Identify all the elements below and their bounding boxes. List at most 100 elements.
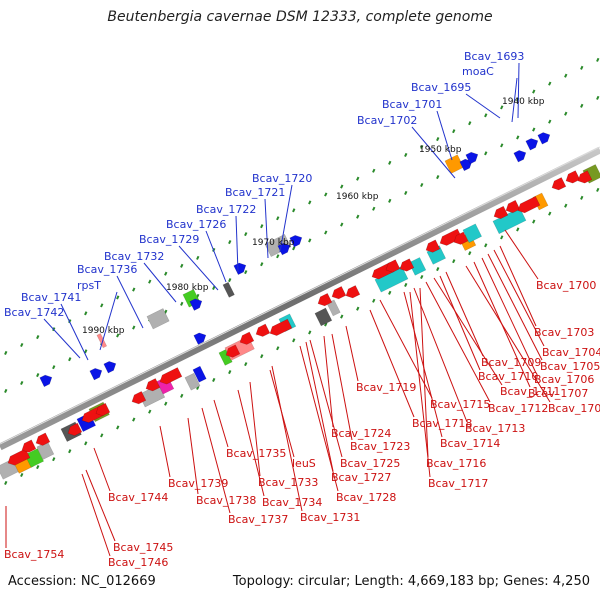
reverse-gene-arrow <box>145 378 161 392</box>
reverse-gene-arrow <box>269 318 293 336</box>
reverse-label-line <box>439 275 481 371</box>
gc-dots-upper <box>308 200 312 205</box>
cog-block <box>192 365 207 383</box>
reverse-label-line <box>504 229 539 280</box>
gc-dots-mid <box>228 277 232 283</box>
skew-dots-lower <box>116 425 120 430</box>
reverse-gene-arrow <box>453 231 469 245</box>
gc-dots-upper <box>548 81 552 86</box>
forward-gene-label: Bcav_1702 <box>357 114 417 127</box>
reverse-gene-arrow <box>145 378 161 392</box>
gc-dots-mid <box>84 349 88 354</box>
reverse-label-line <box>487 253 543 361</box>
reverse-label-line <box>159 425 171 478</box>
reverse-gene-arrow <box>565 170 581 184</box>
forward-label-line <box>436 110 453 161</box>
forward-gene-arrow <box>39 374 53 388</box>
skew-dots-lower <box>420 274 424 280</box>
skew-dots-lower <box>372 298 376 303</box>
reverse-gene-arrow <box>517 196 541 214</box>
gc-dots-upper <box>228 239 232 245</box>
reverse-label-line <box>409 291 431 478</box>
skew-dots-lower <box>292 338 296 343</box>
reverse-gene-label: Bcav_1723 <box>350 440 410 453</box>
forward-label-line <box>60 303 89 361</box>
gc-dots-upper <box>20 342 24 348</box>
cog-block <box>96 333 108 349</box>
forward-gene-arrow <box>525 138 539 151</box>
forward-gene-arrow <box>89 368 103 381</box>
forward-label-line <box>205 230 227 283</box>
forward-gene-arrow <box>525 138 539 151</box>
gc-dots-upper <box>420 144 424 150</box>
reverse-gene-label: Bcav_1735 <box>226 447 286 460</box>
forward-gene-arrow <box>465 151 479 165</box>
reverse-label-line <box>419 287 429 458</box>
skew-dots-lower <box>244 362 248 367</box>
forward-gene-arrow <box>465 151 479 165</box>
reverse-gene-arrow <box>225 344 241 358</box>
gc-dots-mid <box>532 127 536 132</box>
gc-dots-mid <box>388 198 392 203</box>
reverse-gene-arrow <box>399 258 415 272</box>
forward-gene-label: Bcav_1732 <box>104 250 164 263</box>
forward-label-line <box>43 318 81 359</box>
accession-label: Accession: NC_012669 <box>8 574 156 589</box>
reverse-gene-arrow <box>67 422 83 436</box>
skew-dots-lower <box>180 393 184 398</box>
gc-dots-mid <box>372 206 376 211</box>
reverse-gene-arrow <box>517 196 541 214</box>
gc-dots-upper <box>372 168 376 173</box>
label-lines <box>5 62 551 557</box>
reverse-gene-label: Bcav_1728 <box>336 491 396 504</box>
skew-dots-lower <box>228 369 232 375</box>
reverse-gene-arrow <box>35 432 51 446</box>
gc-dots-mid <box>516 135 520 140</box>
reverse-gene-arrow <box>159 367 183 385</box>
forward-gene-arrow <box>103 361 117 374</box>
reverse-gene-arrow <box>225 344 241 358</box>
forward-gene-arrow <box>39 374 53 388</box>
reverse-gene-label: Bcav_1717 <box>428 477 488 490</box>
reverse-gene-arrow <box>331 286 347 300</box>
gc-dots-upper <box>196 255 200 260</box>
gc-dots-mid <box>596 95 600 100</box>
cog-block <box>24 448 44 468</box>
reverse-gene-label: Bcav_1706 <box>534 373 594 386</box>
reverse-gene-label: Bcav_1718 <box>412 417 472 430</box>
forward-gene-arrow <box>537 132 551 145</box>
reverse-gene-arrow <box>551 177 567 191</box>
forward-gene-label: Bcav_1720 <box>252 172 312 185</box>
cog-block <box>314 307 333 327</box>
gc-dots-mid <box>404 190 408 195</box>
reverse-gene-label: Bcav_1739 <box>168 477 228 490</box>
reverse-gene-label: Bcav_1746 <box>108 556 168 569</box>
forward-gene-arrow <box>233 262 247 275</box>
forward-gene-arrow <box>289 235 303 248</box>
cog-block <box>408 257 427 276</box>
gc-dots-upper <box>596 57 600 62</box>
forward-gene-label: rpsT <box>77 279 101 292</box>
cog-block <box>222 281 235 298</box>
skew-dots-lower <box>260 354 264 359</box>
forward-gene-arrow <box>289 235 303 248</box>
forward-label-line <box>511 77 518 123</box>
gc-dots-mid <box>548 119 552 124</box>
skew-dots-lower <box>4 480 8 485</box>
reverse-gene-label: Bcav_1704 <box>542 346 600 359</box>
forward-label-line <box>99 291 118 351</box>
reverse-gene-arrow <box>577 170 593 184</box>
reverse-gene-label: Bcav_1719 <box>356 381 416 394</box>
skew-dots-lower <box>340 314 344 319</box>
reverse-gene-label: Bcav_1709 <box>481 356 541 369</box>
cog-block <box>146 308 170 330</box>
cog-block <box>462 223 482 243</box>
forward-label-line <box>264 198 269 259</box>
reverse-gene-arrow <box>551 177 567 191</box>
reverse-gene-label: Bcav_1703 <box>534 326 594 339</box>
reverse-gene-label: Bcav_1727 <box>331 471 391 484</box>
reverse-gene-arrow <box>131 391 147 405</box>
skew-dots-lower <box>436 267 440 272</box>
skew-dots-lower <box>276 346 280 351</box>
gc-dots-upper <box>84 311 88 316</box>
